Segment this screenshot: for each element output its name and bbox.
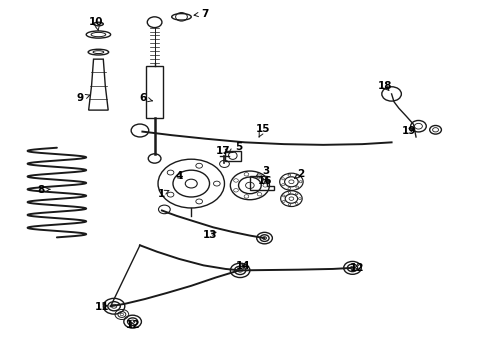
Bar [146,66,163,118]
Text: 6: 6 [139,93,152,103]
Text: 2: 2 [294,168,305,179]
Text: 16: 16 [258,176,273,186]
Text: 7: 7 [194,9,209,19]
Text: 19: 19 [402,126,416,135]
Text: 17: 17 [216,145,231,156]
Text: 3: 3 [256,166,269,177]
Bar [225,150,241,161]
Text: 18: 18 [377,81,392,91]
Text: 15: 15 [256,124,270,137]
Text: 12: 12 [125,320,140,330]
Text: 1: 1 [158,189,169,199]
Text: 10: 10 [89,17,104,30]
Text: 13: 13 [202,230,217,239]
Text: 4: 4 [175,171,183,181]
Text: 8: 8 [37,185,50,195]
Text: 12: 12 [350,262,365,273]
Text: 9: 9 [77,93,90,103]
Text: 14: 14 [236,261,251,271]
Text: 11: 11 [95,302,109,312]
Text: 5: 5 [229,141,242,153]
